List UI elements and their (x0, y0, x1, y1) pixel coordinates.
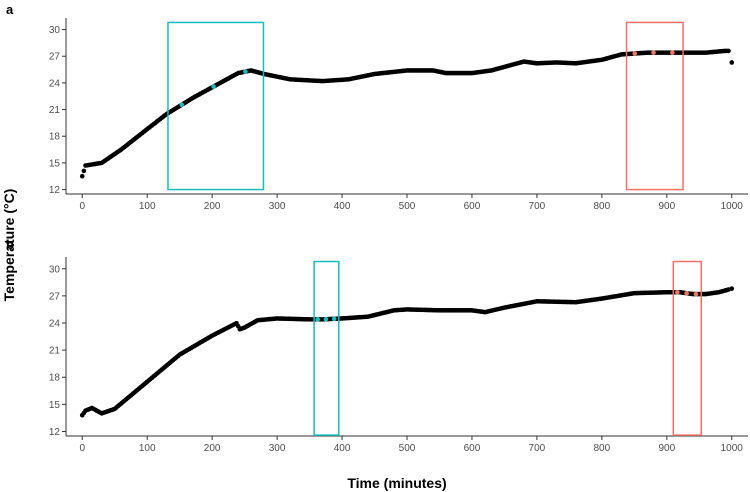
y-tick-label: 21 (49, 346, 61, 357)
highlighted-point (675, 289, 680, 295)
x-tick-label: 200 (204, 443, 221, 454)
y-tick-label: 24 (49, 318, 61, 329)
x-tick-label: 900 (658, 201, 675, 212)
x-tick-label: 800 (594, 201, 611, 212)
x-tick-label: 200 (204, 201, 221, 212)
x-tick-label: 600 (464, 443, 481, 454)
highlighted-point (331, 316, 337, 322)
highlighted-point (323, 316, 329, 322)
data-point (81, 168, 87, 174)
x-tick-label: 700 (529, 443, 546, 454)
highlighted-point (243, 69, 248, 74)
teal-box (313, 260, 340, 436)
y-tick-label: 18 (49, 132, 61, 143)
panel-label: b (6, 237, 14, 252)
x-tick-label: 400 (334, 201, 351, 212)
x-tick-label: 400 (334, 443, 351, 454)
salmon-box (625, 21, 684, 191)
highlighted-point (651, 50, 656, 55)
y-tick-label: 27 (49, 291, 61, 302)
x-tick-label: 100 (139, 201, 156, 212)
highlighted-point (315, 317, 320, 322)
data-point (729, 286, 735, 291)
y-tick-label: 27 (49, 52, 61, 63)
y-axis-title: Temperature (°C) (1, 189, 17, 302)
x-tick-label: 300 (269, 201, 286, 212)
x-tick-label: 1000 (721, 443, 744, 454)
highlighted-point (632, 51, 638, 56)
x-tick-label: 500 (399, 443, 416, 454)
x-tick-label: 900 (658, 443, 675, 454)
x-tick-label: 0 (79, 443, 85, 454)
y-tick-label: 30 (49, 264, 61, 275)
y-tick-label: 12 (49, 427, 61, 438)
highlighted-point (179, 102, 185, 108)
y-tick-label: 15 (49, 158, 61, 169)
highlighted-point (693, 291, 699, 297)
x-tick-label: 100 (139, 443, 156, 454)
y-tick-label: 15 (49, 400, 61, 411)
x-axis-title: Time (minutes) (347, 475, 446, 491)
salmon-box (672, 260, 702, 436)
y-tick-label: 21 (49, 105, 61, 116)
y-tick-label: 30 (49, 25, 61, 36)
data-point (726, 48, 731, 54)
x-tick-label: 800 (594, 443, 611, 454)
highlighted-point (670, 50, 675, 55)
teal-box (167, 21, 265, 191)
highlighted-point (684, 290, 689, 296)
panel-label: a (6, 2, 14, 17)
x-tick-label: 1000 (721, 201, 744, 212)
x-tick-label: 500 (399, 201, 416, 212)
data-point (79, 173, 85, 179)
y-tick-label: 12 (49, 185, 61, 196)
y-tick-label: 18 (49, 373, 61, 384)
x-tick-label: 600 (464, 201, 481, 212)
data-point (729, 60, 735, 65)
x-tick-label: 300 (269, 443, 286, 454)
y-tick-label: 24 (49, 78, 61, 89)
highlighted-point (211, 84, 216, 89)
x-tick-label: 700 (529, 201, 546, 212)
x-tick-label: 0 (79, 201, 85, 212)
